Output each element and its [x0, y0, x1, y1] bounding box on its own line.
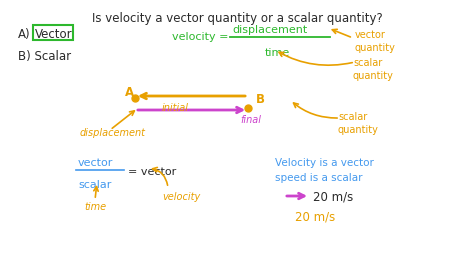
Text: = vector: = vector — [128, 167, 176, 177]
Text: B) Scalar: B) Scalar — [18, 50, 71, 63]
Text: A): A) — [18, 28, 31, 41]
Text: initial: initial — [162, 103, 189, 113]
Text: A: A — [126, 86, 135, 99]
Text: scalar
quantity: scalar quantity — [338, 112, 379, 135]
Text: 20 m/s: 20 m/s — [295, 210, 335, 223]
Text: scalar: scalar — [78, 180, 111, 190]
Text: displacement: displacement — [80, 128, 146, 138]
Text: speed is a scalar: speed is a scalar — [275, 173, 363, 183]
Bar — [33, 25, 73, 40]
Text: time: time — [265, 48, 290, 58]
Text: Is velocity a vector quantity or a scalar quantity?: Is velocity a vector quantity or a scala… — [91, 12, 383, 25]
Text: B: B — [256, 93, 265, 106]
Text: velocity: velocity — [162, 192, 200, 202]
Text: Velocity is a vector: Velocity is a vector — [275, 158, 374, 168]
Text: time: time — [84, 202, 106, 212]
Text: vector: vector — [78, 158, 113, 168]
Text: displacement: displacement — [232, 25, 307, 35]
Text: Vector: Vector — [35, 28, 73, 41]
Text: velocity =: velocity = — [172, 32, 232, 42]
Text: vector
quantity: vector quantity — [355, 30, 396, 53]
Text: final: final — [240, 115, 261, 125]
Text: scalar
quantity: scalar quantity — [353, 58, 394, 81]
Text: 20 m/s: 20 m/s — [313, 190, 353, 203]
